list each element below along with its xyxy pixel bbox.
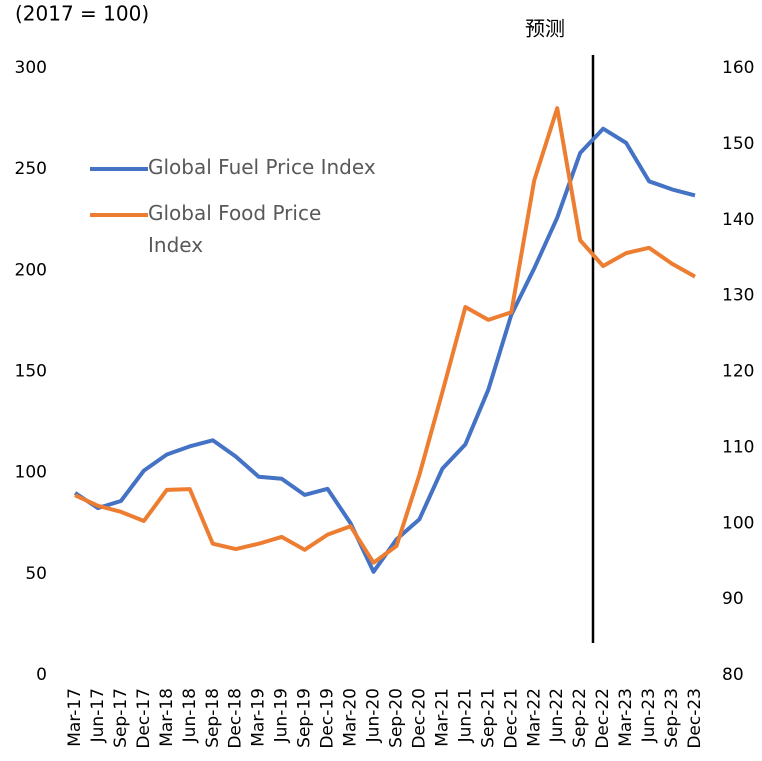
x-tick-label: Mar-21 [432, 688, 452, 747]
x-tick-label: Dec-22 [593, 688, 613, 749]
x-tick-label: Jun-20 [364, 688, 384, 743]
x-tick-label: Dec-19 [318, 688, 338, 749]
x-tick-label: Sep-23 [662, 688, 682, 748]
x-tick-label: Dec-23 [685, 688, 705, 749]
legend-label: Global Fuel Price Index [148, 155, 376, 179]
x-tick-label: Jun-18 [180, 688, 200, 743]
x-tick-label: Sep-20 [386, 688, 406, 748]
legend-swatch [90, 167, 148, 171]
x-tick-label: Jun-21 [455, 688, 475, 743]
x-tick-label: Dec-18 [226, 688, 246, 749]
x-tick-label: Jun-17 [88, 688, 108, 743]
y-tick-label: 300 [15, 58, 47, 78]
x-tick-label: Dec-17 [134, 688, 154, 749]
x-tick-label: Dec-21 [501, 688, 521, 749]
y2-tick-label: 90 [722, 589, 744, 609]
x-tick-label: Mar-19 [249, 688, 269, 747]
x-tick-label: Mar-18 [157, 688, 177, 747]
y2-tick-label: 130 [722, 286, 754, 306]
subtitle: (2017 = 100) [15, 2, 149, 26]
y2-tick-label: 110 [722, 437, 754, 457]
y2-tick-label: 80 [722, 665, 744, 685]
y-tick-label: 150 [15, 362, 47, 382]
y2-tick-label: 100 [722, 513, 754, 533]
x-tick-label: Mar-23 [616, 688, 636, 747]
x-tick-label: Jun-22 [547, 688, 567, 743]
y-tick-label: 0 [36, 665, 47, 685]
y-tick-label: 50 [25, 564, 47, 584]
x-tick-label: Sep-17 [111, 688, 131, 748]
y-tick-label: 250 [15, 159, 47, 179]
legend: Global Fuel Price Index Global Food Price… [90, 155, 376, 283]
y2-tick-label: 160 [722, 58, 754, 78]
x-tick-label: Sep-18 [203, 688, 223, 748]
x-tick-label: Sep-19 [295, 688, 315, 748]
x-tick-label: Sep-21 [478, 688, 498, 748]
annotation: 预测 [525, 17, 565, 41]
y-tick-label: 100 [15, 463, 47, 483]
y2-tick-label: 120 [722, 362, 754, 382]
x-tick-label: Sep-22 [570, 688, 590, 748]
y2-tick-label: 140 [722, 210, 754, 230]
legend-item: Global Fuel Price Index [90, 155, 376, 179]
x-tick-label: Jun-19 [272, 688, 292, 743]
x-tick-label: Mar-17 [65, 688, 85, 747]
x-tick-label: Mar-22 [524, 688, 544, 747]
legend-swatch [90, 213, 148, 217]
series-line [74, 106, 696, 565]
y2-tick-label: 150 [722, 134, 754, 154]
x-tick-label: Dec-20 [409, 688, 429, 749]
legend-label: Global Food Price Index [148, 201, 322, 257]
x-tick-label: Mar-20 [341, 688, 361, 747]
legend-item: Global Food Price Index [90, 201, 376, 261]
y-tick-label: 200 [15, 260, 47, 280]
x-tick-label: Jun-23 [639, 688, 659, 743]
